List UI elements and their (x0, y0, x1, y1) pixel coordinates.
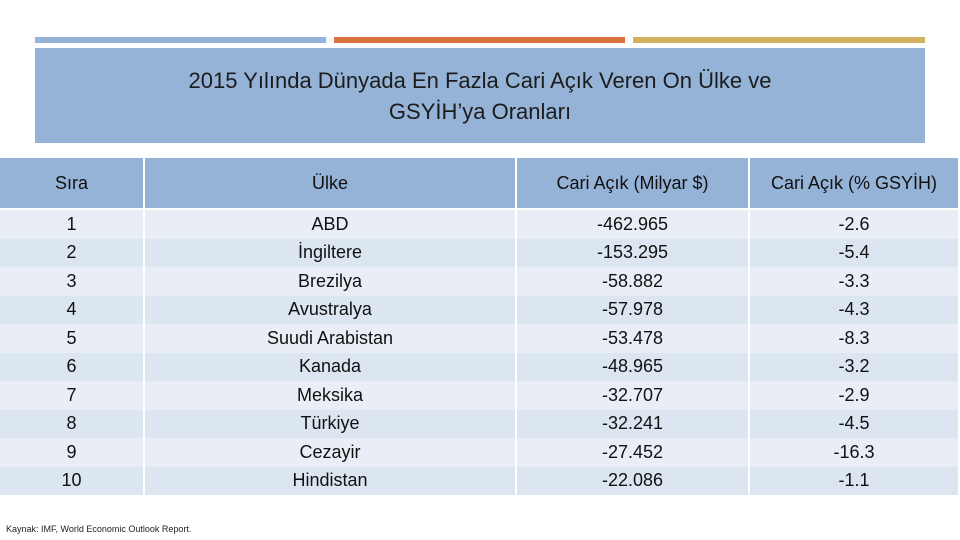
table-row: 3 Brezilya -58.882 -3.3 (0, 267, 960, 296)
table-body: 1 ABD -462.965 -2.6 2 İngiltere -153.295 -5.4 3 B… (0, 210, 960, 495)
table-row: 9 Cezayir -27.452 -16.3 (0, 438, 960, 467)
table-cell: Türkiye (145, 409, 517, 438)
table-cell: -2.6 (750, 210, 960, 239)
table-cell: -32.241 (517, 409, 750, 438)
table-cell: Hindistan (145, 466, 517, 495)
table-cell: -153.295 (517, 238, 750, 267)
table-row: 7 Meksika -32.707 -2.9 (0, 381, 960, 410)
column-header: Sıra (0, 158, 145, 210)
table-cell: -1.1 (750, 466, 960, 495)
table-cell: ABD (145, 210, 517, 239)
column-header: Ülke (145, 158, 517, 210)
table-cell: 1 (0, 210, 145, 239)
table-cell: 3 (0, 267, 145, 296)
table-cell: 4 (0, 295, 145, 324)
title-line: GSYİH’ya Oranları (388, 98, 572, 124)
table-cell: 7 (0, 381, 145, 410)
header-row: Sıra Ülke Cari Açık (Milyar $) Cari Açık (%… (0, 158, 960, 210)
table-cell: -27.452 (517, 438, 750, 467)
table-cell: -4.5 (750, 409, 960, 438)
title-line: 2015 Yılında Dünyada En Fazla Cari Açık … (188, 67, 772, 93)
table-row: 2 İngiltere -153.295 -5.4 (0, 238, 960, 267)
column-header: Cari Açık (Milyar $) (517, 158, 750, 210)
table-cell: Kanada (145, 352, 517, 381)
table-cell: Suudi Arabistan (145, 324, 517, 353)
title-box: 2015 Yılında Dünyada En Fazla Cari Açık … (35, 48, 925, 143)
table-cell: Brezilya (145, 267, 517, 296)
table-row: 6 Kanada -48.965 -3.2 (0, 352, 960, 381)
table-cell: -58.882 (517, 267, 750, 296)
table-cell: 9 (0, 438, 145, 467)
table: Sıra Ülke Cari Açık (Milyar $) Cari Açık (%… (0, 158, 960, 495)
table-cell: 8 (0, 409, 145, 438)
column-header: Cari Açık (% GSYİH) (750, 158, 960, 210)
table-row: 5 Suudi Arabistan -53.478 -8.3 (0, 324, 960, 353)
table-cell: -16.3 (750, 438, 960, 467)
table-cell: 6 (0, 352, 145, 381)
table-row: 1 ABD -462.965 -2.6 (0, 210, 960, 239)
accent-bar (35, 37, 326, 43)
table-cell: -48.965 (517, 352, 750, 381)
table-cell: İngiltere (145, 238, 517, 267)
table-cell: Meksika (145, 381, 517, 410)
table-cell: -4.3 (750, 295, 960, 324)
table-row: 4 Avustralya -57.978 -4.3 (0, 295, 960, 324)
accent-bar (334, 37, 625, 43)
table-cell: -53.478 (517, 324, 750, 353)
table-cell: -2.9 (750, 381, 960, 410)
table-cell: -32.707 (517, 381, 750, 410)
table-row: 10 Hindistan -22.086 -1.1 (0, 466, 960, 495)
table-row: 8 Türkiye -32.241 -4.5 (0, 409, 960, 438)
source-note: Kaynak: IMF, World Economic Outlook Repo… (6, 524, 192, 534)
table-cell: -57.978 (517, 295, 750, 324)
table-cell: -5.4 (750, 238, 960, 267)
table-cell: 10 (0, 466, 145, 495)
table-cell: -3.2 (750, 352, 960, 381)
table-cell: Avustralya (145, 295, 517, 324)
table-cell: -8.3 (750, 324, 960, 353)
table-cell: 2 (0, 238, 145, 267)
accent-bar (633, 37, 925, 43)
table-cell: -3.3 (750, 267, 960, 296)
table-cell: Cezayir (145, 438, 517, 467)
table-cell: -462.965 (517, 210, 750, 239)
table-cell: 5 (0, 324, 145, 353)
table-cell: -22.086 (517, 466, 750, 495)
